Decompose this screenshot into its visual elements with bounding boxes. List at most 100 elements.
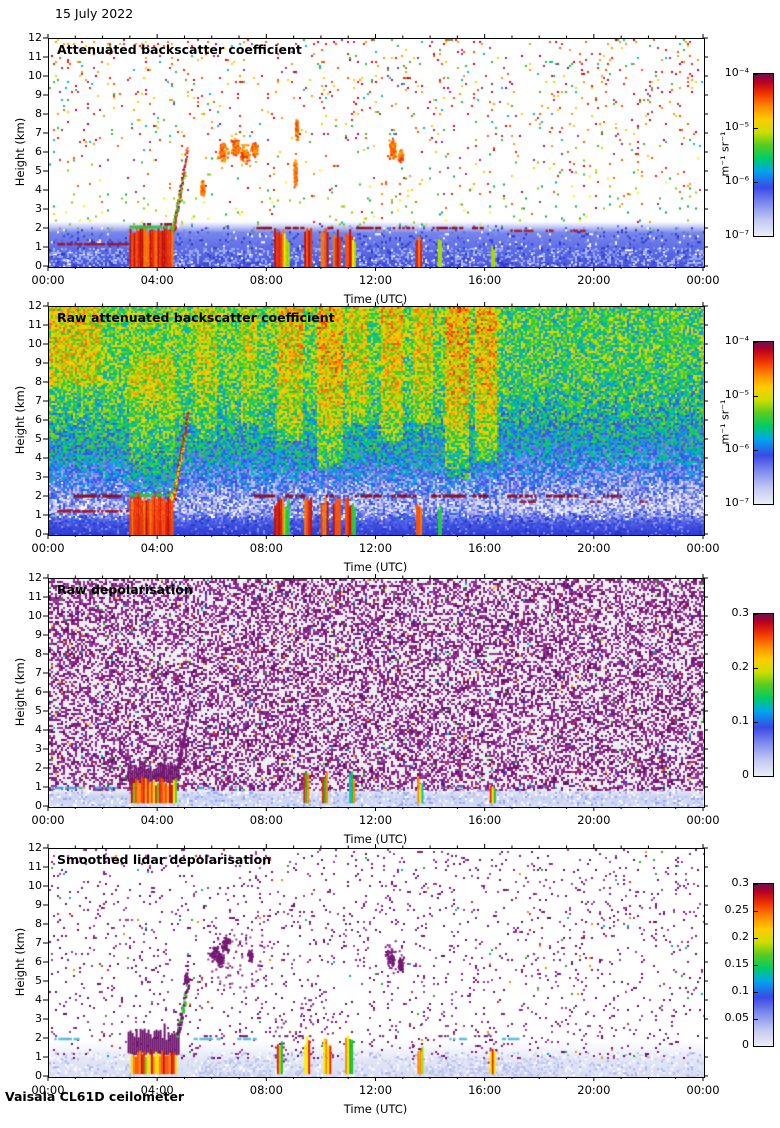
- x-tick-label: 20:00: [577, 273, 611, 287]
- colorbar-tick-label: 0.05: [724, 1011, 750, 1024]
- panel-3: Raw depolarisation 0 1 2 3 4 5 6 7 8 9 10 11 12 00:00 0…: [0, 571, 780, 858]
- x-axis-label: Time (UTC): [343, 560, 408, 574]
- colorbar-tick-label: 0.1: [731, 984, 750, 997]
- x-tick-label: 00:00: [686, 541, 720, 555]
- x-tick-label: 16:00: [468, 1083, 502, 1097]
- panel-4: Smoothed lidar depolarisation 0 1 2 3 4 5 6 7 8 9 1…: [0, 841, 780, 1128]
- colorbar-tick-label: 10⁻⁶: [724, 174, 749, 187]
- y-tick-label: 0: [35, 799, 42, 812]
- colorbar-tick-label: 0.25: [724, 903, 750, 916]
- colorbar-tick: [754, 342, 758, 343]
- y-tick-label: 8: [35, 107, 42, 120]
- x-tick-label: 04:00: [140, 1083, 174, 1097]
- colorbar-tick-label: 0.2: [731, 930, 750, 943]
- y-axis-label: Height (km): [13, 385, 27, 455]
- x-tick-label: 16:00: [468, 541, 502, 555]
- colorbar-tick: [754, 182, 758, 183]
- y-tick-label: 8: [35, 375, 42, 388]
- y-tick-label: 12: [28, 299, 42, 312]
- y-tick-label: 2: [35, 221, 42, 234]
- colorbar-tick-label: 0.3: [731, 606, 750, 619]
- y-tick-label: 0: [35, 527, 42, 540]
- panel-1: Attenuated backscatter coefficient 0 1 2 3 4 5…: [0, 31, 780, 318]
- colorbar-tick: [754, 668, 758, 669]
- colorbar-tick-label: 0.3: [731, 876, 750, 889]
- y-tick-label: 6: [35, 413, 42, 426]
- y-tick-label: 11: [28, 590, 42, 603]
- x-tick-label: 20:00: [577, 541, 611, 555]
- colorbar-tick-label: 10⁻⁵: [724, 120, 749, 133]
- panel-2: Raw attenuated backscatter coefficient 0 1…: [0, 299, 780, 586]
- y-tick-label: 5: [35, 164, 42, 177]
- x-tick-label: 00:00: [686, 273, 720, 287]
- y-tick-label: 7: [35, 666, 42, 679]
- y-axis-label: Height (km): [13, 117, 27, 187]
- date-label: 15 July 2022: [55, 6, 134, 21]
- x-tick-label: 16:00: [468, 273, 502, 287]
- y-tick-label: 4: [35, 183, 42, 196]
- y-tick-label: 9: [35, 88, 42, 101]
- y-tick-label: 0: [35, 259, 42, 272]
- x-tick-label: 00:00: [31, 813, 65, 827]
- plot-area-4: Smoothed lidar depolarisation: [48, 848, 705, 1078]
- x-tick-label: 04:00: [140, 273, 174, 287]
- colorbar-tick: [754, 614, 758, 615]
- x-tick-label: 16:00: [468, 813, 502, 827]
- x-axis-label: Time (UTC): [343, 832, 408, 846]
- y-tick-label: 4: [35, 993, 42, 1006]
- panel-title: Smoothed lidar depolarisation: [57, 852, 272, 867]
- colorbar-unit-label: m⁻¹ sr⁻¹: [718, 399, 732, 445]
- colorbar-tick-label: 0.15: [724, 957, 750, 970]
- y-tick-label: 12: [28, 31, 42, 44]
- y-tick-label: 1: [35, 240, 42, 253]
- y-tick-label: 2: [35, 489, 42, 502]
- y-tick-label: 12: [28, 841, 42, 854]
- colorbar-tick: [754, 884, 758, 885]
- y-tick-label: 11: [28, 50, 42, 63]
- y-tick-label: 7: [35, 936, 42, 949]
- colorbar-tick-label: 0: [742, 1038, 749, 1051]
- y-tick-label: 3: [35, 1012, 42, 1025]
- heatmap-3: [49, 579, 704, 807]
- colorbar-tick: [754, 938, 758, 939]
- y-tick-label: 7: [35, 394, 42, 407]
- heatmap-1: [49, 39, 704, 267]
- colorbar-tick-label: 10⁻⁴: [724, 334, 749, 347]
- y-tick-label: 11: [28, 860, 42, 873]
- y-tick-label: 9: [35, 898, 42, 911]
- x-axis-label: Time (UTC): [343, 292, 408, 306]
- y-tick-label: 6: [35, 955, 42, 968]
- colorbar-tick: [754, 236, 758, 237]
- y-tick-label: 10: [28, 879, 42, 892]
- plot-area-1: Attenuated backscatter coefficient: [48, 38, 705, 268]
- colorbar-tick: [754, 722, 758, 723]
- y-tick-label: 8: [35, 647, 42, 660]
- y-tick-label: 4: [35, 451, 42, 464]
- panel-title: Attenuated backscatter coefficient: [57, 42, 302, 57]
- y-tick-label: 6: [35, 145, 42, 158]
- y-tick-label: 5: [35, 704, 42, 717]
- colorbar-tick: [754, 74, 758, 75]
- y-tick-label: 5: [35, 974, 42, 987]
- x-tick-label: 12:00: [358, 813, 393, 827]
- colorbar-unit-label: m⁻¹ sr⁻¹: [718, 131, 732, 177]
- x-tick-label: 00:00: [31, 1083, 65, 1097]
- colorbar-tick: [754, 504, 758, 505]
- colorbar-tick-label: 0.2: [731, 660, 750, 673]
- x-tick-label: 12:00: [358, 541, 393, 555]
- y-tick-label: 2: [35, 761, 42, 774]
- x-tick-label: 00:00: [686, 1083, 720, 1097]
- y-tick-label: 10: [28, 69, 42, 82]
- y-tick-label: 7: [35, 126, 42, 139]
- y-tick-label: 2: [35, 1031, 42, 1044]
- x-tick-label: 12:00: [358, 273, 393, 287]
- colorbar-tick: [754, 911, 758, 912]
- x-tick-label: 00:00: [31, 273, 65, 287]
- y-tick-label: 10: [28, 337, 42, 350]
- x-tick-label: 00:00: [31, 541, 65, 555]
- plot-area-3: Raw depolarisation: [48, 578, 705, 808]
- colorbar-tick: [754, 992, 758, 993]
- y-tick-label: 10: [28, 609, 42, 622]
- colorbar-tick-label: 0: [742, 768, 749, 781]
- y-tick-label: 4: [35, 723, 42, 736]
